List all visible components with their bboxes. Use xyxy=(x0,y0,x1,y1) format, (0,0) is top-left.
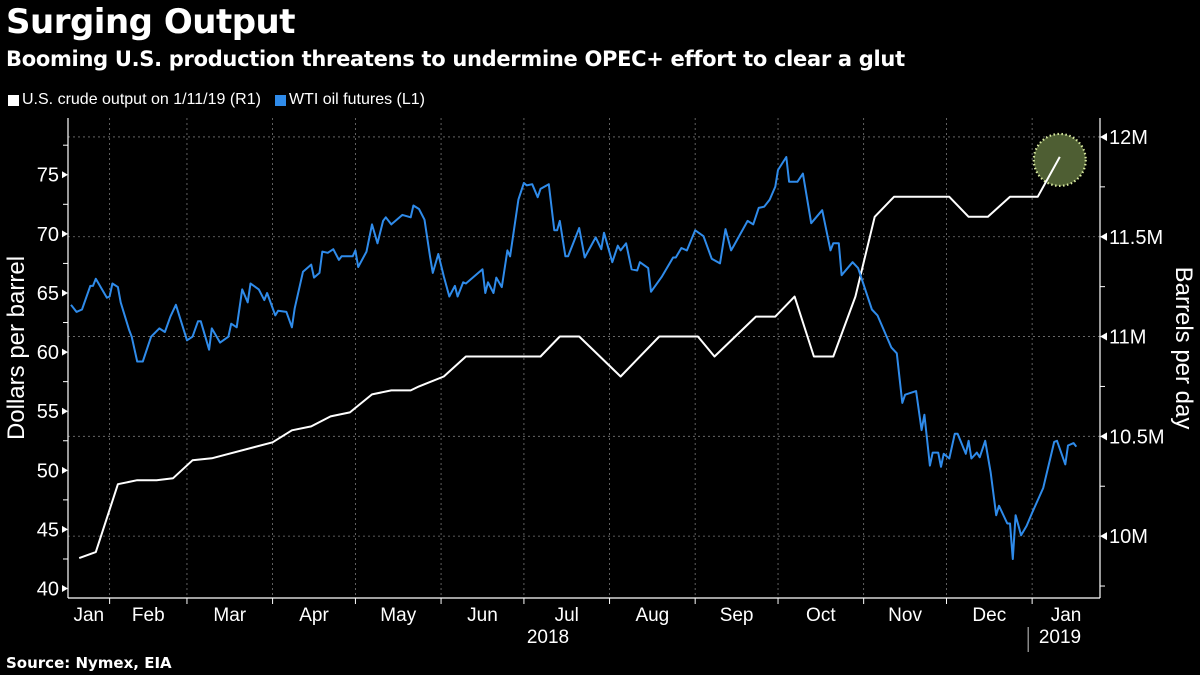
legend-item-output: U.S. crude output on 1/11/19 (R1) xyxy=(8,91,261,109)
y-left-tick-marker xyxy=(62,585,68,593)
y-left-tick-label: 45 xyxy=(37,519,59,541)
x-tick-label: Jan xyxy=(73,605,104,626)
y-right-tick-label: 10M xyxy=(1109,526,1148,548)
series-line-wti-futures xyxy=(70,156,1078,560)
y-left-tick-label: 75 xyxy=(37,165,59,187)
x-tick-label: Feb xyxy=(132,605,165,626)
x-tick-label: May xyxy=(380,605,416,626)
x-tick-label: Dec xyxy=(972,605,1006,626)
legend-label-wti: WTI oil futures (L1) xyxy=(288,91,425,108)
y-left-tick-marker xyxy=(62,348,68,356)
chart-title: Surging Output xyxy=(6,2,296,42)
y-right-axis-title: Barrels per day xyxy=(1170,267,1197,430)
y-left-axis-title: Dollars per barrel xyxy=(3,256,30,440)
x-tick-label: Jun xyxy=(467,605,498,626)
x-tick-label: Jul xyxy=(555,605,579,626)
x-year-label: 2018 xyxy=(527,627,569,648)
x-tick-label: Apr xyxy=(299,605,329,626)
y-right-tick-marker xyxy=(1100,432,1107,441)
legend-label-output: U.S. crude output on 1/11/19 (R1) xyxy=(22,91,261,108)
x-tick-label: Oct xyxy=(806,605,836,626)
x-tick-label: Nov xyxy=(888,605,922,626)
legend-swatch-output xyxy=(8,94,19,106)
x-year-label: 2019 xyxy=(1039,627,1081,648)
x-tick-label: Mar xyxy=(213,605,246,626)
y-left-tick-label: 50 xyxy=(37,460,59,482)
y-left-tick-marker xyxy=(62,230,68,238)
chart-subtitle: Booming U.S. production threatens to und… xyxy=(6,47,905,71)
y-left-tick-marker xyxy=(62,466,68,474)
y-right-tick-label: 10.5M xyxy=(1109,426,1165,448)
y-left-tick-label: 70 xyxy=(37,224,59,246)
y-left-tick-marker xyxy=(62,289,68,297)
y-left-tick-marker xyxy=(62,171,68,179)
y-right-tick-label: 11.5M xyxy=(1109,227,1163,249)
x-tick-label: Sep xyxy=(720,605,754,626)
highlight-circle xyxy=(1032,132,1087,188)
y-right-tick-marker xyxy=(1100,232,1107,241)
y-right-tick-label: 11M xyxy=(1109,327,1146,349)
y-right-tick-label: 12M xyxy=(1109,127,1148,149)
y-right-tick-marker xyxy=(1100,332,1107,341)
y-left-tick-marker xyxy=(62,407,68,415)
y-left-tick-marker xyxy=(62,525,68,533)
source-note: Source: Nymex, EIA xyxy=(6,654,172,672)
y-left-tick-label: 55 xyxy=(37,401,59,423)
y-left-tick-label: 60 xyxy=(37,342,59,364)
y-left-tick-label: 65 xyxy=(37,283,59,305)
y-left-tick-label: 40 xyxy=(37,579,59,601)
legend-swatch-wti xyxy=(274,94,286,106)
y-right-tick-marker xyxy=(1100,532,1107,541)
y-right-tick-marker xyxy=(1100,132,1107,141)
x-tick-label: Aug xyxy=(635,605,669,626)
series-line-us-crude-output xyxy=(78,156,1061,560)
legend-item-wti: WTI oil futures (L1) xyxy=(274,91,425,109)
x-tick-label: Jan xyxy=(1051,605,1082,626)
legend: U.S. crude output on 1/11/19 (R1) WTI oi… xyxy=(8,91,425,109)
